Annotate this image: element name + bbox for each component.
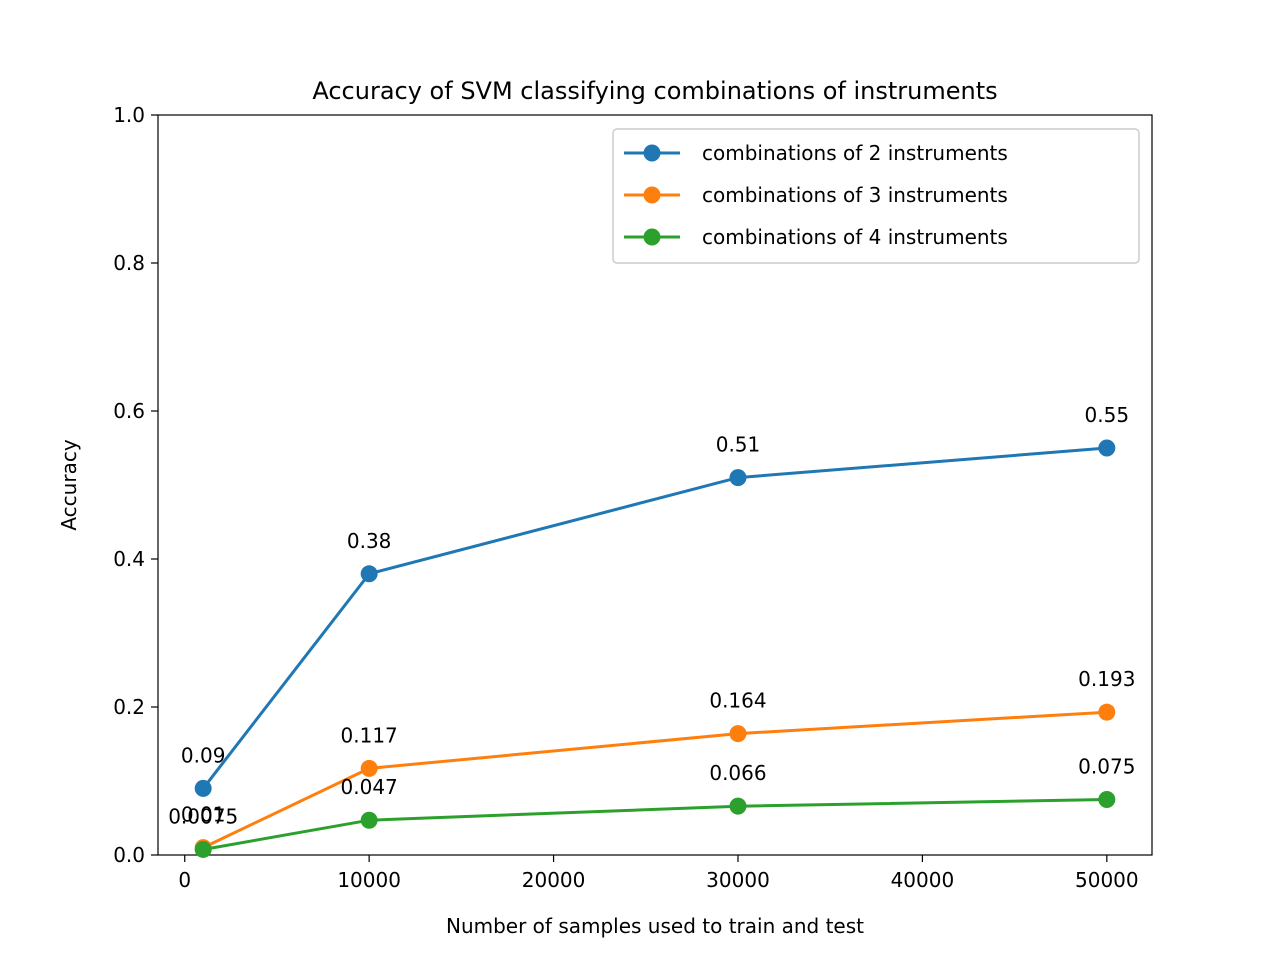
data-label: 0.0075 (168, 804, 238, 828)
series-line (202, 798, 1107, 851)
data-label: 0.51 (716, 433, 761, 457)
data-point (729, 469, 747, 487)
series-3: 0.0075 0.047 0.066 0.075 (168, 755, 1135, 858)
data-label: 0.55 (1085, 403, 1130, 427)
data-point (1098, 439, 1116, 457)
data-label: 0.047 (341, 775, 398, 799)
legend-label: combinations of 2 instruments (702, 141, 1008, 165)
legend-marker (643, 144, 661, 162)
data-point (729, 725, 747, 743)
x-tick-label: 0 (178, 868, 191, 892)
series-2: 0.01 0.117 0.164 0.193 (181, 667, 1135, 857)
data-label: 0.09 (181, 743, 226, 767)
legend-marker (643, 228, 661, 246)
data-point (729, 797, 747, 815)
data-point (1098, 703, 1116, 721)
legend-frame (612, 128, 1140, 264)
chart-title: Accuracy of SVM classifying combinations… (312, 77, 997, 105)
data-point (194, 840, 212, 858)
x-tick-label: 50000 (1075, 868, 1139, 892)
legend-marker (643, 186, 661, 204)
x-tick-label: 10000 (337, 868, 401, 892)
legend-item-1: combinations of 2 instruments (624, 141, 1008, 165)
data-label: 0.164 (709, 689, 766, 713)
data-label: 0.38 (347, 529, 392, 553)
series-line (202, 446, 1107, 790)
legend-item-2: combinations of 3 instruments (624, 183, 1008, 207)
series-line (202, 710, 1107, 849)
axes-frame (157, 114, 1153, 856)
y-tick-label: 0.2 (113, 695, 145, 719)
x-tick-label: 20000 (522, 868, 586, 892)
data-point (360, 759, 378, 777)
y-tick-label: 1.0 (113, 103, 145, 127)
x-axis-label: Number of samples used to train and test (446, 914, 864, 938)
legend-label: combinations of 4 instruments (702, 225, 1008, 249)
data-point (1098, 791, 1116, 808)
legend-label: combinations of 3 instruments (702, 183, 1008, 207)
x-tick-label: 40000 (891, 868, 955, 892)
data-label: 0.01 (181, 803, 226, 827)
y-tick-label: 0.6 (113, 399, 145, 423)
legend-item-3: combinations of 4 instruments (624, 225, 1008, 249)
legend: combinations of 2 instruments combination… (612, 128, 1140, 264)
data-label: 0.075 (1078, 755, 1135, 779)
data-label: 0.117 (341, 723, 398, 747)
y-tick-label: 0.4 (113, 547, 145, 571)
x-tick-label: 30000 (706, 868, 770, 892)
y-tick-label: 0.0 (113, 843, 145, 867)
y-axis-label: Accuracy (57, 439, 81, 530)
data-point (360, 565, 378, 583)
y-tick-label: 0.8 (113, 251, 145, 275)
series-1: 0.09 0.38 0.51 0.55 (181, 403, 1129, 797)
data-point (360, 811, 378, 829)
data-label: 0.193 (1078, 667, 1135, 691)
plot-area: 0 10000 20000 30000 40000 50000 0.0 0.2 0.4 0.6 0.… (113, 103, 1153, 892)
data-label: 0.066 (709, 761, 766, 785)
data-point (194, 779, 212, 797)
